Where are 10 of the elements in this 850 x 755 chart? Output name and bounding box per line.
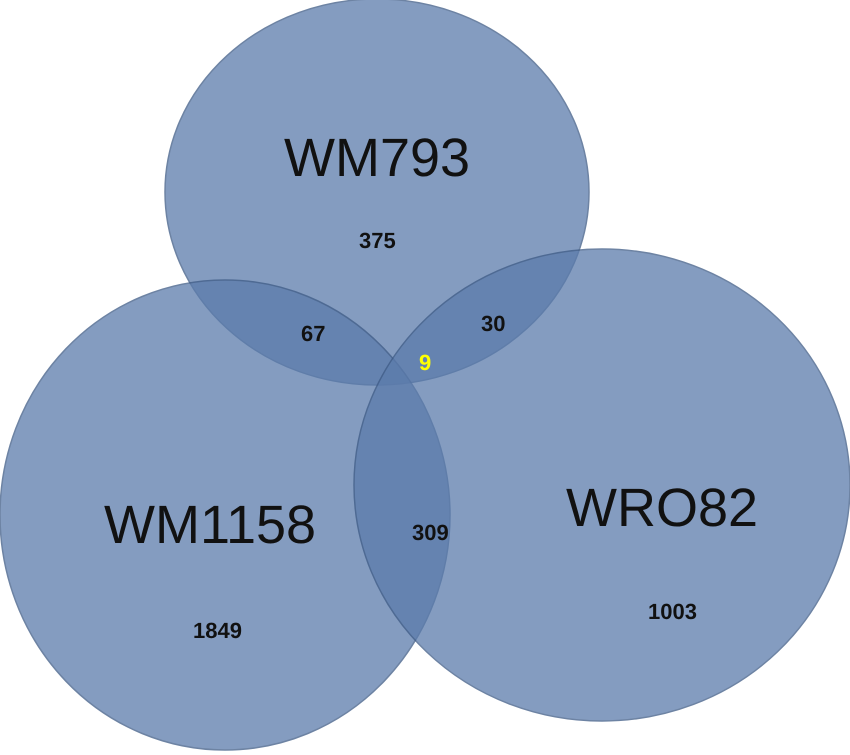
text: 67 [301, 321, 326, 346]
data-label: 1849 [193, 618, 242, 643]
text: 30 [481, 311, 506, 336]
data-label: 1003 [648, 599, 697, 624]
data-label: 375 [359, 228, 396, 253]
text: 309 [412, 520, 449, 545]
category-label: WRO82 [566, 478, 758, 538]
text: 9 [419, 350, 432, 375]
category-label: WM1158 [104, 495, 316, 555]
category-label: WM793 [284, 128, 470, 188]
